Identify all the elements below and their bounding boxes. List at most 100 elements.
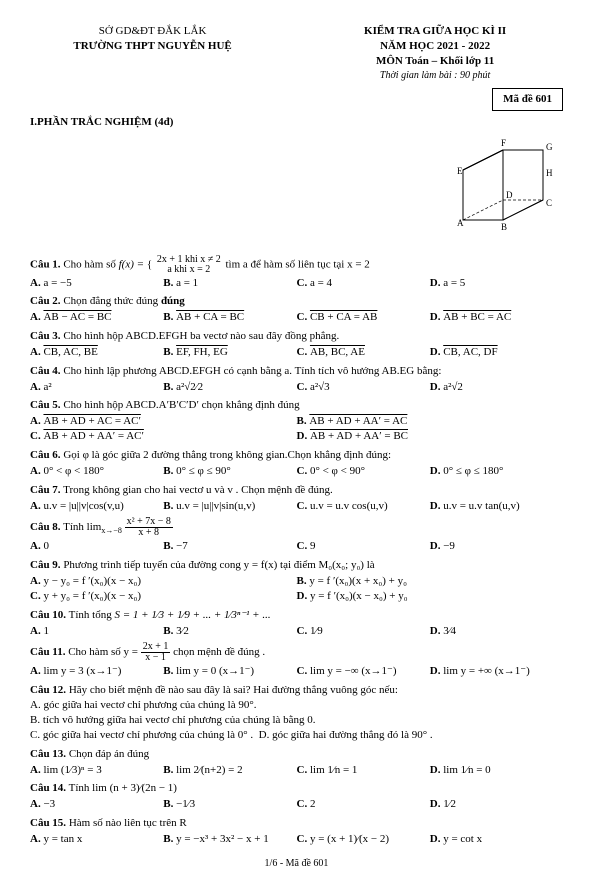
q3-D: CB, AC, DF [443,346,497,358]
q9-D: y = f ′(x₀)(x − x₀) + y₀ [310,590,408,602]
svg-text:A: A [457,218,464,228]
q1-choices: A. a = −5 B. a = 1 C. a = 4 D. a = 5 [30,276,563,291]
svg-text:E: E [457,166,463,176]
q1-C: a = 4 [310,277,332,289]
q8-C: 9 [310,540,316,552]
q3-B: EF, FH, EG [176,346,228,358]
cube-figure: E F G H A B C D [443,130,563,255]
q7-A: u.v = |u||v|cos(v,u) [43,500,123,512]
q10-text: Tính tổng [69,609,115,621]
question-7: Câu 7. Trong không gian cho hai vectơ u … [30,483,563,514]
q3-A: CB, AC, BE [43,346,97,358]
q15-choices: A. y = tan x B. y = −x³ + 3x² − x + 1 C.… [30,832,563,847]
q14-choices: A. −3 B. −1⁄3 C. 2 D. 1⁄2 [30,797,563,812]
q1-brace: { [147,258,152,270]
q10-B: 3⁄2 [176,625,189,637]
q14-num: Câu 14. [30,782,66,794]
q5-B: AB + AD + AA′ = AC [309,415,407,427]
q13-B: lim 2⁄(n+2) = 2 [176,764,243,776]
q13-text: Chọn đáp án đúng [69,748,149,760]
q2-C: CB + CA = AB [310,311,377,323]
q4-text: Cho hình lập phương ABCD.EFGH có cạnh bằ… [63,365,441,377]
q11-B: lim y = 0 (x→1⁻) [176,665,254,677]
q11-frac: 2x + 1 x − 1 [141,642,171,663]
q4-D: a²√2 [443,381,463,393]
q9-B: y = f ′(x₀)(x + x₀) + y₀ [309,575,407,587]
question-14: Câu 14. Tính lim (n + 3)⁄(2n − 1) A. −3 … [30,781,563,812]
q1-text2: tìm a để hàm số liên tục tại x = 2 [226,258,370,270]
q5-D: AB + AD + AA′ = BC [310,430,408,442]
q1-text1: Cho hàm số [63,258,118,270]
q14-text: Tính [69,782,93,794]
q15-num: Câu 15. [30,817,66,829]
question-1: Câu 1. Cho hàm số f(x) = { 2x + 1 khi x … [30,255,563,291]
q10-series: S = 1 + 1⁄3 + 1⁄9 + ... + 1⁄3ⁿ⁻¹ + ... [114,609,270,621]
q10-A: 1 [43,625,49,637]
q4-num: Câu 4. [30,365,61,377]
svg-text:D: D [506,190,513,200]
dept-line: SỞ GD&ĐT ĐẮK LẮK [30,24,275,39]
q1-fx: f(x) = [119,258,147,270]
q8-num: Câu 8. [30,521,61,533]
q9-A: y − y₀ = f ′(x₀)(x − x₀) [43,575,141,587]
svg-text:H: H [546,168,553,178]
q1-D: a = 5 [443,277,465,289]
q6-A: 0° < φ < 180° [43,465,104,477]
q5-text: Cho hình hộp ABCD.A′B′C′D′ chọn khẳng đị… [63,399,299,411]
q4-B: a²√2⁄2 [176,381,203,393]
q8-choices: A. 0 B. −7 C. 9 D. −9 [30,539,563,554]
q6-choices: A. 0° < φ < 180° B. 0° ≤ φ ≤ 90° C. 0° <… [30,464,563,479]
q2-num: Câu 2. [30,295,61,307]
q1-cases: 2x + 1 khi x ≠ 2 a khi x = 2 [155,255,223,275]
svg-text:F: F [501,138,506,148]
header-right: KIỂM TRA GIỮA HỌC KÌ II NĂM HỌC 2021 - 2… [307,24,563,82]
q11-num: Câu 11. [30,646,65,658]
q1-num: Câu 1. [30,258,61,270]
q11-A: lim y = 3 (x→1⁻) [43,665,121,677]
q3-choices: A. CB, AC, BE B. EF, FH, EG C. AB, BC, A… [30,345,563,360]
q11-choices: A. lim y = 3 (x→1⁻) B. lim y = 0 (x→1⁻) … [30,664,563,679]
question-8: Câu 8. Tính limx→−8 x² + 7x − 8 x + 8 A.… [30,517,563,554]
q1-A: a = −5 [43,277,71,289]
time-line: Thời gian làm bài : 90 phút [307,69,563,83]
q14-C: 2 [310,798,316,810]
section-heading: I.PHẦN TRẮC NGHIỆM (4đ) [30,115,563,130]
q14-D: 1⁄2 [443,798,456,810]
q4-A: a² [43,381,51,393]
question-5: Câu 5. Cho hình hộp ABCD.A′B′C′D′ chọn k… [30,398,563,444]
q2-text: Chọn đẳng thức đúng [63,295,158,307]
q12-num: Câu 12. [30,684,66,696]
svg-text:C: C [546,198,552,208]
q2-B: AB + CA = BC [176,311,244,323]
question-6: Câu 6. Gọi φ là góc giữa 2 đường thẳng t… [30,448,563,479]
q9-num: Câu 9. [30,559,61,571]
question-15: Câu 15. Hàm số nào liên tục trên R A. y … [30,816,563,847]
year-line: NĂM HỌC 2021 - 2022 [307,39,563,54]
q6-num: Câu 6. [30,449,61,461]
q13-choices: A. lim (1⁄3)ⁿ = 3 B. lim 2⁄(n+2) = 2 C. … [30,763,563,778]
q5-A: AB + AD + AC = AC′ [43,415,140,427]
q2-choices: A. AB − AC = BC B. AB + CA = BC C. CB + … [30,310,563,325]
exam-title: KIỂM TRA GIỮA HỌC KÌ II [307,24,563,39]
q8-lim: limx→−8 [87,521,122,533]
q6-text: Gọi φ là góc giữa 2 đường thẳng trong kh… [63,449,391,461]
q12-CD: C. góc giữa hai vectơ chỉ phương của chú… [30,728,563,743]
q12-A: A. góc giữa hai vectơ chỉ phương của chú… [30,698,563,713]
q7-D: u.v = u.v tan(u,v) [443,500,519,512]
q4-choices: A. a² B. a²√2⁄2 C. a²√3 D. a²√2 [30,380,563,395]
q8-A: 0 [43,540,49,552]
q6-D: 0° ≤ φ ≤ 180° [443,465,503,477]
q11-text: Cho hàm số y = [68,646,141,658]
q15-B: y = −x³ + 3x² − x + 1 [176,833,269,845]
q7-choices: A. u.v = |u||v|cos(v,u) B. u.v = |u||v|s… [30,499,563,514]
q9-choices: A. y − y₀ = f ′(x₀)(x − x₀) B. y = f ′(x… [30,574,563,604]
q9-text: Phương trình tiếp tuyến của đường cong y… [63,559,374,571]
school-line: TRƯỜNG THPT NGUYỄN HUỆ [30,39,275,54]
q5-num: Câu 5. [30,399,61,411]
q7-num: Câu 7. [30,484,61,496]
q11-D: lim y = +∞ (x→1⁻) [443,665,530,677]
q13-num: Câu 13. [30,748,66,760]
page-header: SỞ GD&ĐT ĐẮK LẮK TRƯỜNG THPT NGUYỄN HUỆ … [30,24,563,82]
question-2: Câu 2. Chọn đẳng thức đúng đúng A. AB − … [30,294,563,325]
q15-C: y = (x + 1)⁄(x − 2) [310,833,389,845]
